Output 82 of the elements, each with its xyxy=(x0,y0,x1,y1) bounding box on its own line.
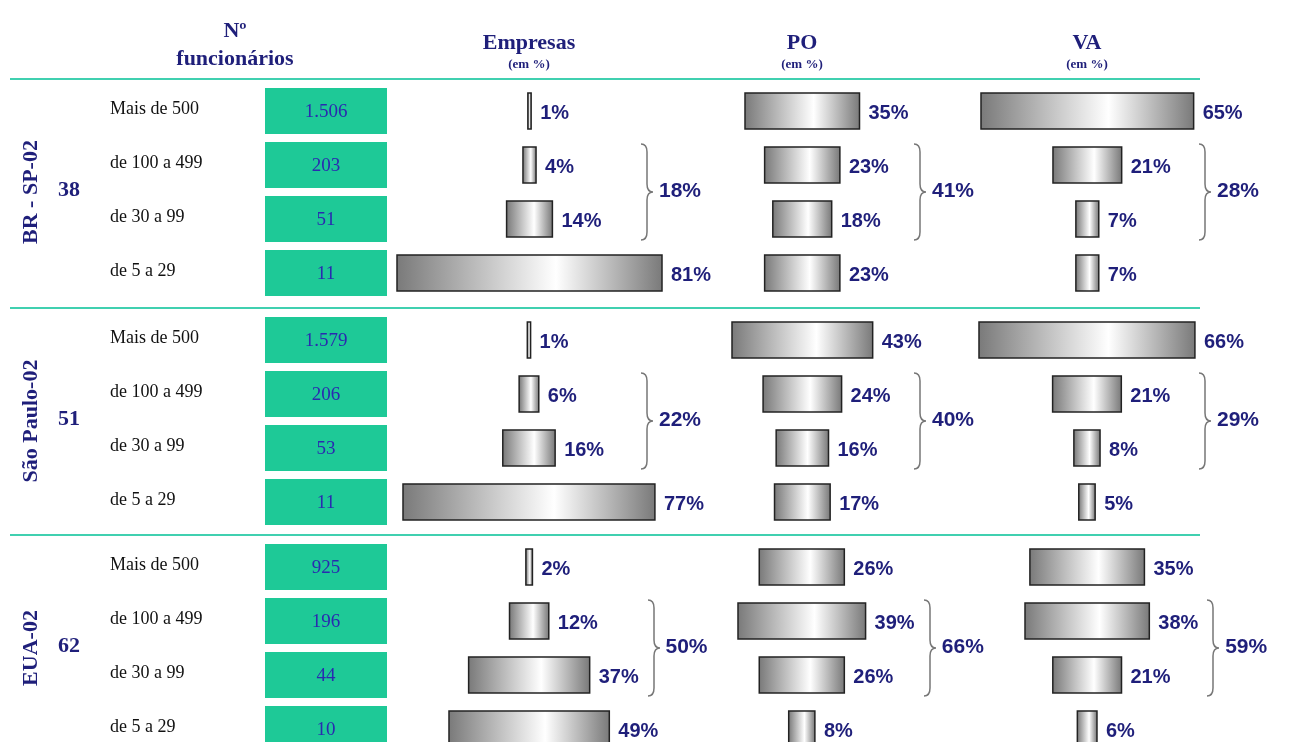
data-label: 16% xyxy=(837,438,878,460)
data-label: 21% xyxy=(1130,155,1171,177)
data-label: 49% xyxy=(618,719,659,741)
data-label: 24% xyxy=(850,384,891,406)
data-label: 10 xyxy=(265,706,387,742)
category-label: de 30 a 99 xyxy=(110,662,185,683)
data-label: 23% xyxy=(848,155,889,177)
text: 29% xyxy=(1216,407,1260,431)
text: PO xyxy=(785,28,819,56)
category-label: de 30 a 99 xyxy=(110,435,185,456)
category-label: Mais de 500 xyxy=(110,327,199,348)
text: 59% xyxy=(1225,634,1268,658)
data-label: 8% xyxy=(1109,438,1139,460)
data-label: 38% xyxy=(1158,611,1199,633)
text: Empresas xyxy=(481,28,577,56)
text: 62 xyxy=(58,632,80,658)
data-label: 39% xyxy=(874,611,916,633)
data-label: 44 xyxy=(265,652,387,698)
category-label: de 5 a 29 xyxy=(110,716,176,737)
data-label: 26% xyxy=(853,557,894,579)
category-label: de 100 a 499 xyxy=(110,381,203,402)
data-label: 196 xyxy=(265,598,387,644)
text: BR - SP-02 xyxy=(17,140,43,244)
data-label: 11 xyxy=(265,250,387,296)
text: 51 xyxy=(58,405,80,431)
data-label: 2% xyxy=(541,557,571,579)
text: 50% xyxy=(665,634,708,658)
text: (em %) xyxy=(1066,56,1108,72)
data-label: 1% xyxy=(539,330,569,352)
data-label: 51 xyxy=(265,196,387,242)
text: São Paulo-02 xyxy=(17,359,43,483)
category-label: Mais de 500 xyxy=(110,98,199,119)
data-label: 17% xyxy=(838,492,880,514)
text: (em %) xyxy=(508,56,550,72)
data-label: 1.506 xyxy=(265,88,387,134)
data-label: 18% xyxy=(840,209,881,231)
data-label: 6% xyxy=(547,384,577,406)
data-label: 7% xyxy=(1107,263,1137,285)
data-label: 35% xyxy=(868,101,909,123)
text: EUA-02 xyxy=(17,610,43,686)
data-label: 16% xyxy=(564,438,605,460)
data-label: 26% xyxy=(853,665,894,687)
text: 38 xyxy=(58,176,80,202)
text: 18% xyxy=(659,178,702,202)
data-label: 43% xyxy=(881,330,922,352)
data-label: 12% xyxy=(557,611,598,633)
category-label: de 100 a 499 xyxy=(110,608,203,629)
text: Nº funcionários xyxy=(175,16,295,72)
text: (em %) xyxy=(781,56,823,72)
data-label: 65% xyxy=(1202,101,1243,123)
category-label: de 100 a 499 xyxy=(110,152,203,173)
data-label: 14% xyxy=(560,209,602,231)
data-label: 21% xyxy=(1130,665,1171,687)
data-label: 23% xyxy=(848,263,889,285)
category-label: Mais de 500 xyxy=(110,554,199,575)
data-label: 206 xyxy=(265,371,387,417)
text: 41% xyxy=(931,178,975,202)
data-label: 5% xyxy=(1104,492,1134,514)
data-label: 81% xyxy=(670,263,711,285)
data-label: 11 xyxy=(265,479,387,525)
text: VA xyxy=(1071,28,1103,56)
category-label: de 30 a 99 xyxy=(110,206,185,227)
text: 22% xyxy=(658,407,702,431)
data-label: 77% xyxy=(663,492,705,514)
text: 40% xyxy=(931,407,975,431)
data-label: 35% xyxy=(1153,557,1194,579)
data-label: 21% xyxy=(1130,384,1171,406)
data-label: 203 xyxy=(265,142,387,188)
category-label: de 5 a 29 xyxy=(110,260,176,281)
category-label: de 5 a 29 xyxy=(110,489,176,510)
data-label: 925 xyxy=(265,544,387,590)
data-label: 7% xyxy=(1107,209,1137,231)
data-label: 1.579 xyxy=(265,317,387,363)
data-label: 37% xyxy=(598,665,639,687)
data-label: 53 xyxy=(265,425,387,471)
data-label: 6% xyxy=(1105,719,1135,741)
data-label: 4% xyxy=(544,155,574,177)
text: 66% xyxy=(941,634,984,658)
data-label: 8% xyxy=(824,719,854,741)
data-label: 66% xyxy=(1203,330,1245,352)
data-label: 1% xyxy=(539,101,569,123)
text: 28% xyxy=(1216,178,1260,202)
